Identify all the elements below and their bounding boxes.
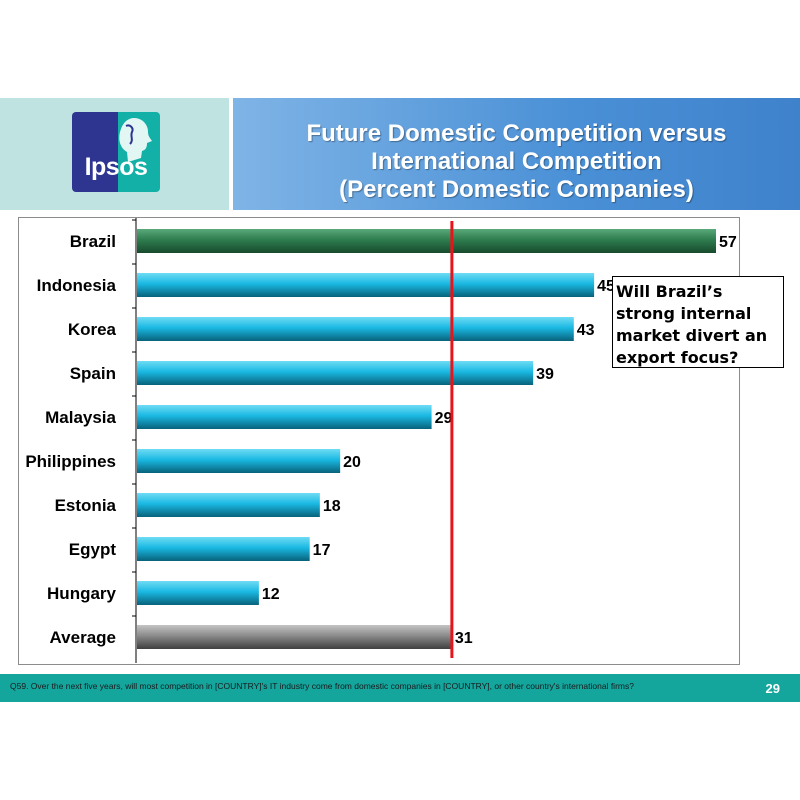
bar-chart: Brazil 57 Indonesia 45 Korea 43 Spain 39 Malaysi… [25, 218, 737, 663]
title-line-3: (Percent Domestic Companies) [339, 176, 694, 203]
bar [137, 317, 574, 341]
bar [137, 537, 310, 561]
bar [137, 449, 341, 473]
category-label: Indonesia [37, 276, 117, 295]
category-label: Estonia [55, 496, 117, 515]
data-label: 12 [262, 586, 280, 603]
data-label: 45 [597, 278, 615, 295]
page-number: 29 [765, 681, 780, 696]
bar [137, 405, 432, 429]
callout-line: market divert an [616, 326, 768, 345]
category-label: Korea [68, 320, 117, 339]
title-line-2: International Competition [371, 148, 662, 175]
category-label: Average [50, 628, 116, 647]
slide-header: Ipsos Future Domestic Competition versus… [0, 98, 800, 210]
bar [137, 493, 320, 517]
callout-line: Will Brazil’s [616, 282, 723, 301]
data-label: 31 [455, 630, 473, 647]
data-label: 17 [313, 542, 331, 559]
face-profile-icon [119, 118, 152, 162]
bar [137, 361, 534, 385]
callout-line: strong internal [616, 304, 752, 323]
bar [137, 581, 259, 605]
ipsos-logo: Ipsos [72, 112, 160, 192]
category-label: Hungary [47, 584, 117, 603]
logo-panel: Ipsos [0, 98, 229, 210]
bar [137, 625, 452, 649]
chart-frame: Brazil 57 Indonesia 45 Korea 43 Spain 39 Malaysi… [18, 217, 740, 665]
bar [137, 229, 716, 253]
logo-text: Ipsos [84, 153, 148, 181]
callout-line: export focus? [616, 348, 739, 367]
category-label: Spain [70, 364, 116, 383]
category-label: Philippines [25, 452, 116, 471]
footnote: Q59. Over the next five years, will most… [10, 681, 634, 691]
title-line-1: Future Domestic Competition versus [306, 120, 727, 147]
callout-box: Will Brazil’s strong internal market div… [612, 276, 784, 368]
data-label: 20 [343, 454, 361, 471]
data-label: 43 [577, 322, 595, 339]
bar [137, 273, 595, 297]
data-label: 39 [536, 366, 554, 383]
data-label: 18 [323, 498, 341, 515]
data-label: 29 [435, 410, 453, 427]
category-label: Brazil [70, 232, 116, 251]
data-label: 57 [719, 234, 737, 251]
footer-bar: Q59. Over the next five years, will most… [0, 674, 800, 702]
title-panel: Future Domestic Competition versus Inter… [233, 98, 800, 210]
category-label: Malaysia [45, 408, 116, 427]
category-label: Egypt [69, 540, 117, 559]
